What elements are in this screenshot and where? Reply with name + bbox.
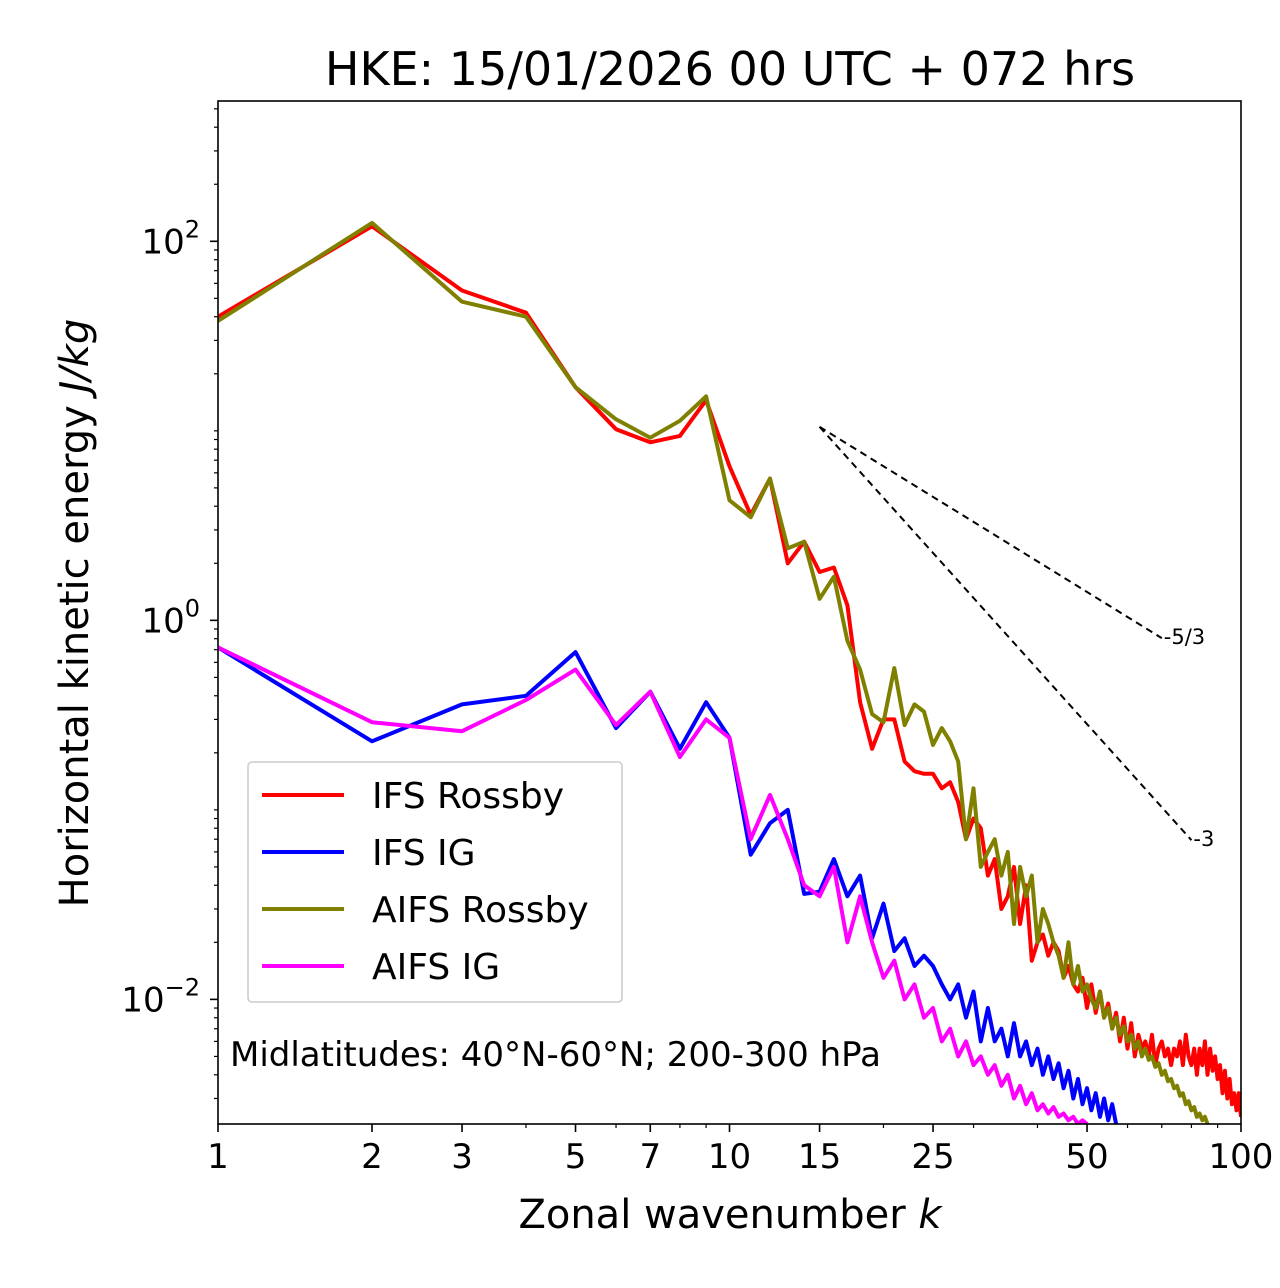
y-tick-base: 10 [141,601,184,641]
legend-label: IFS Rossby [372,776,564,817]
legend-box [247,761,623,1003]
y-axis-label-text: Horizontal kinetic energy [52,405,98,907]
x-axis-ticks: 1 2 3 5 7 10 15 25 50 100 [207,1124,1273,1177]
x-axis-label-text: Zonal wavenumber [518,1192,906,1238]
x-axis-label: Zonal wavenumber k [518,1192,943,1238]
x-tick-label: 7 [639,1137,661,1177]
x-tick-label: 5 [565,1137,587,1177]
y-tick-exponent: 2 [185,215,200,243]
series-line-aifs-rossby [218,220,1210,1124]
x-tick-label: 2 [361,1137,383,1177]
region-annotation: Midlatitudes: 40°N-60°N; 200-300 hPa [230,1035,881,1075]
y-tick-exponent: 0 [185,594,200,622]
y-axis-label: Horizontal kinetic energy J/kg [52,319,98,908]
x-tick-label: 10 [708,1137,751,1177]
x-tick-label: 15 [798,1137,841,1177]
legend: IFS Rossby IFS IG AIFS Rossby AIFS IG [247,761,623,1003]
reference-line [819,425,1163,639]
plot-frame [217,100,1242,1125]
y-tick-exponent: −2 [165,973,200,1001]
x-tick-label: 50 [1065,1137,1108,1177]
series-line-aifs-ig [218,645,1089,1124]
legend-label: AIFS Rossby [372,890,589,931]
y-tick-label: 100 [141,594,200,641]
x-tick-label: 1 [207,1137,229,1177]
legend-label: AIFS IG [372,947,500,988]
y-tick-base: 10 [141,222,184,262]
reference-line-label: -5/3 [1164,625,1205,649]
x-tick-label: 3 [451,1137,473,1177]
reference-slope-lines: -5/3 -3 [818,425,1214,851]
reference-line [818,426,1193,841]
x-tick-label: 25 [911,1137,954,1177]
y-axis-label-units: J/kg [52,319,98,400]
chart-title: HKE: 15/01/2026 00 UTC + 072 hrs [325,42,1135,96]
series-lines [218,220,1241,1124]
x-axis-label-var: k [918,1192,943,1238]
x-tick-label: 100 [1209,1137,1274,1177]
y-tick-base: 10 [121,980,164,1020]
legend-label: IFS IG [372,833,476,874]
y-tick-label: 102 [141,215,200,262]
svg-text:Horizontal kinetic energy: Horizontal kinetic energy J/kg [52,319,98,908]
reference-line-label: -3 [1193,827,1214,851]
y-tick-label: 10−2 [121,973,200,1020]
